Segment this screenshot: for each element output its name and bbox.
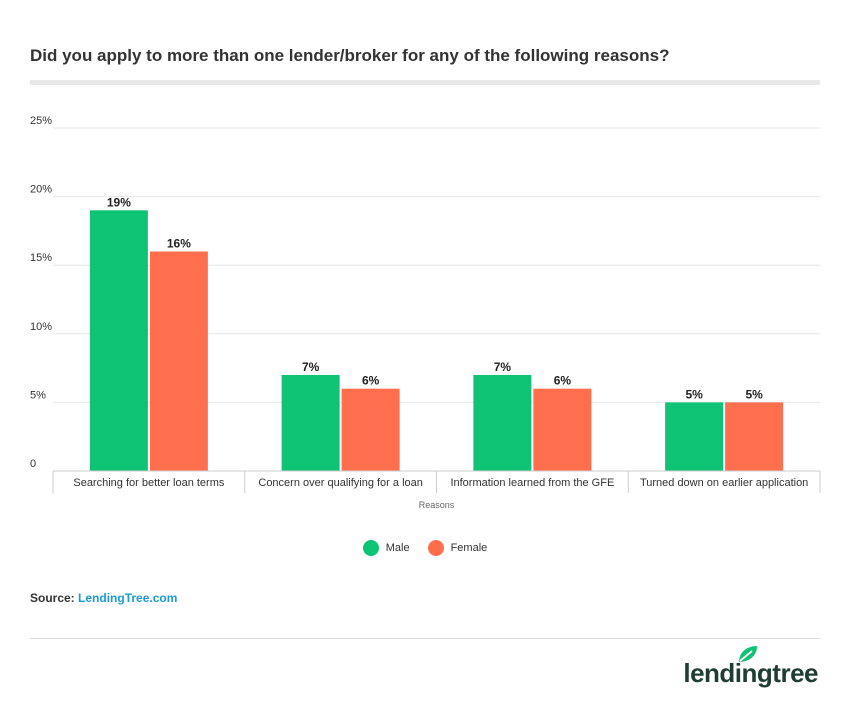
bar-male[interactable] <box>281 374 340 471</box>
bar-value-label: 19% <box>107 195 131 209</box>
bar-value-label: 5% <box>685 387 703 401</box>
x-axis-title: Reasons <box>419 500 455 510</box>
bar-female[interactable] <box>149 251 208 471</box>
legend-item-male[interactable]: Male <box>362 540 410 556</box>
bar-value-label: 5% <box>745 387 763 401</box>
lendingtree-logo: lendingtree <box>683 646 818 688</box>
chart-title: Did you apply to more than one lender/br… <box>30 46 670 65</box>
bar-female[interactable] <box>725 402 784 471</box>
y-tick-label: 5% <box>30 389 46 401</box>
bar-value-label: 7% <box>494 360 512 374</box>
legend-marker-male <box>362 540 379 556</box>
x-tick-label: Searching for better loan terms <box>73 477 225 489</box>
legend-item-female[interactable]: Female <box>427 540 488 556</box>
bar-female[interactable] <box>533 388 592 471</box>
footer-divider <box>30 638 820 639</box>
bar-value-label: 6% <box>554 374 572 388</box>
bar-male[interactable] <box>89 210 148 471</box>
bar-female[interactable] <box>341 388 400 471</box>
source-line: Source: LendingTree.com <box>30 591 177 605</box>
source-label: Source: <box>30 591 75 605</box>
bar-value-label: 16% <box>167 236 191 250</box>
leaf-icon <box>739 646 758 662</box>
bar-chart: 0 5% 10% 15% 20% 25% 19% 7% 7% 5% 16% 6% 6% 5% Searc… <box>30 115 821 510</box>
y-axis-ticks: 0 5% 10% 15% 20% 25% <box>30 115 52 470</box>
bar-male[interactable] <box>473 374 532 471</box>
legend-marker-female <box>427 540 444 556</box>
legend-label-male: Male <box>385 542 410 554</box>
x-tick-label: Turned down on earlier application <box>640 477 808 489</box>
x-tick-label: Concern over qualifying for a loan <box>258 477 422 489</box>
legend: Male Female <box>0 540 850 556</box>
source-link[interactable]: LendingTree.com <box>78 591 178 605</box>
y-tick-label: 0 <box>30 458 36 470</box>
bar-male[interactable] <box>665 402 724 471</box>
title-divider <box>30 80 820 85</box>
y-tick-label: 10% <box>30 321 52 333</box>
bar-labels: 19% 7% 7% 5% 16% 6% 6% 5% <box>107 195 763 401</box>
logo-wordmark: lendingtree <box>683 658 818 688</box>
bar-value-label: 7% <box>302 360 320 374</box>
y-tick-label: 15% <box>30 252 52 264</box>
x-axis: Searching for better loan terms Concern o… <box>52 470 821 493</box>
y-tick-label: 25% <box>30 115 52 127</box>
y-tick-label: 20% <box>30 184 52 196</box>
legend-label-female: Female <box>450 542 488 554</box>
bar-value-label: 6% <box>362 374 380 388</box>
bars <box>89 210 784 471</box>
x-tick-label: Information learned from the GFE <box>450 477 614 489</box>
